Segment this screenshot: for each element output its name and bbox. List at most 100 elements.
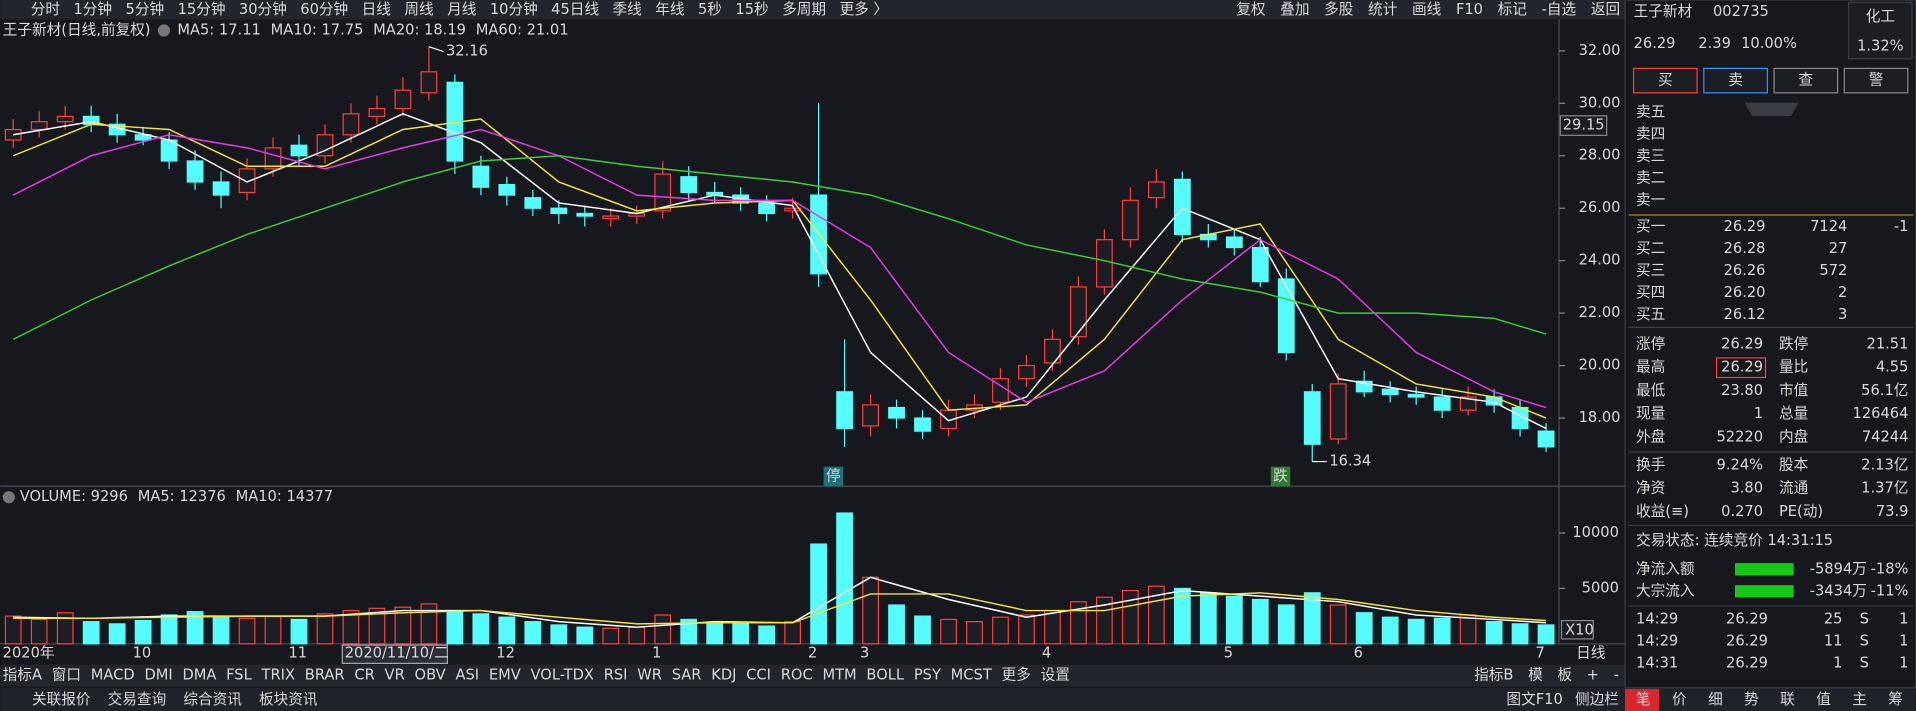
period-tab[interactable]: 分时	[31, 1, 61, 18]
indicator-tab[interactable]: 更多	[1002, 667, 1031, 684]
period-tab[interactable]: 周线	[404, 1, 434, 18]
side-tab[interactable]: 笔	[1636, 691, 1651, 708]
indicator-tab[interactable]: WR	[637, 667, 662, 684]
scale-box	[1560, 619, 1594, 640]
indicator-tab[interactable]: MCST	[951, 667, 992, 684]
period-tab[interactable]: 更多 〉	[839, 1, 888, 18]
indicator-tab[interactable]: ASI	[455, 667, 479, 684]
quote-cell: 1	[1899, 654, 1908, 671]
period-tab[interactable]: 10分钟	[490, 1, 538, 18]
trade-button[interactable]	[1843, 67, 1909, 94]
period-tab[interactable]: 1分钟	[73, 1, 112, 18]
indicator-tab[interactable]: CR	[354, 667, 374, 684]
indicator-tab[interactable]: DMA	[182, 667, 216, 684]
indicator-tab[interactable]: FSL	[226, 667, 252, 684]
side-tab[interactable]: 势	[1744, 691, 1759, 708]
indicator-tab[interactable]: OBV	[415, 667, 446, 684]
candle-body	[1018, 364, 1035, 380]
tool-button[interactable]: 画线	[1412, 1, 1442, 18]
indicator-tab[interactable]: VOL-TDX	[531, 667, 594, 684]
trade-button[interactable]	[1703, 67, 1768, 94]
side-tab[interactable]: 主	[1852, 691, 1867, 708]
indicator-tab[interactable]: CCI	[746, 667, 771, 684]
candle-body	[316, 134, 334, 157]
tool-button[interactable]: 返回	[1591, 1, 1620, 18]
status-tab[interactable]: 侧边栏	[1575, 691, 1619, 708]
candle-body	[914, 417, 931, 432]
indicator-tab[interactable]: PSY	[914, 667, 941, 684]
period-tab[interactable]: 5秒	[698, 1, 722, 18]
legend-icon[interactable]	[157, 24, 171, 37]
ma-line	[12, 155, 1547, 340]
period-tab[interactable]: 5分钟	[126, 1, 165, 18]
candle-body	[602, 215, 620, 220]
period-tab[interactable]: 30分钟	[239, 1, 287, 18]
indicator-tab[interactable]: 指标A	[3, 667, 42, 684]
indicator-tab[interactable]: +	[1587, 667, 1599, 684]
indicator-tab[interactable]: VR	[385, 667, 405, 684]
side-tab[interactable]: 联	[1780, 691, 1795, 708]
period-tab[interactable]: 月线	[447, 1, 477, 18]
status-tab[interactable]: 图文F10	[1506, 691, 1562, 708]
volume-bar	[576, 626, 594, 645]
period-tab[interactable]: 多周期	[782, 1, 826, 18]
indicator-tab[interactable]: BOLL	[866, 667, 904, 684]
indicator-tab[interactable]: RSI	[604, 667, 628, 684]
side-tab[interactable]: 细	[1708, 691, 1723, 708]
trade-button[interactable]	[1773, 67, 1839, 94]
indicator-tab[interactable]: ROC	[781, 667, 813, 684]
period-tab[interactable]: 45日线	[551, 1, 599, 18]
indicator-tab[interactable]: DMI	[144, 667, 172, 684]
indicator-tab[interactable]: 窗口	[52, 666, 81, 684]
collapse-tab[interactable]	[1744, 102, 1799, 117]
period-tab[interactable]: 15分钟	[178, 1, 226, 18]
status-tab[interactable]: 关联报价	[32, 691, 91, 708]
quote-cell: -1	[1894, 218, 1909, 235]
period-tab[interactable]: 年线	[655, 1, 685, 18]
volume-bar	[1407, 618, 1425, 645]
indicator-tab[interactable]: -	[1614, 667, 1619, 684]
tool-button[interactable]: 标记	[1498, 1, 1528, 18]
candle-body	[368, 107, 386, 118]
quote-cell: 外盘	[1636, 427, 1665, 445]
indicator-tab[interactable]: KDJ	[711, 667, 736, 684]
drop-tag: 跌	[1273, 467, 1288, 484]
trade-button[interactable]	[1632, 67, 1698, 94]
trade-button-label[interactable]: 查	[1799, 72, 1814, 89]
quote-cell: 量比	[1779, 359, 1808, 376]
trade-button-label[interactable]: 买	[1658, 72, 1673, 89]
tool-button[interactable]: 统计	[1368, 1, 1398, 18]
trade-button-label[interactable]: 卖	[1728, 72, 1743, 89]
legend-icon[interactable]	[2, 491, 15, 504]
period-tab[interactable]: 季线	[613, 1, 643, 18]
trade-button-label[interactable]: 警	[1869, 72, 1884, 89]
tool-button[interactable]: F10	[1456, 1, 1483, 18]
indicator-tab[interactable]: 板	[1557, 666, 1572, 684]
period-tab[interactable]: 60分钟	[300, 1, 348, 18]
tool-button[interactable]: 多股	[1324, 1, 1354, 18]
side-tab[interactable]: 价	[1672, 691, 1687, 708]
indicator-tab[interactable]: BRAR	[305, 667, 345, 684]
indicator-tab[interactable]: TRIX	[261, 667, 295, 684]
tool-button[interactable]: 复权	[1236, 0, 1266, 18]
indicator-tab[interactable]: EMV	[489, 667, 521, 684]
indicator-tab[interactable]: MACD	[91, 667, 135, 684]
status-tab[interactable]: 板块资讯	[259, 690, 318, 708]
indicator-tab[interactable]: 指标B	[1474, 667, 1513, 684]
indicator-tab[interactable]: 模	[1528, 667, 1543, 684]
sector[interactable]: 化工	[1866, 8, 1895, 25]
indicator-tab[interactable]: SAR	[672, 667, 702, 684]
status-tab[interactable]: 交易查询	[108, 690, 167, 708]
indicator-tab[interactable]: MTM	[822, 667, 856, 684]
tool-button[interactable]: 叠加	[1280, 1, 1309, 18]
side-tab[interactable]: 筹	[1888, 691, 1903, 708]
volume-bar	[108, 623, 126, 645]
period-tab[interactable]: 日线	[362, 1, 392, 18]
tool-button[interactable]: -自选	[1542, 1, 1577, 18]
indicator-tab[interactable]: 设置	[1041, 667, 1070, 684]
period-tab[interactable]: 15秒	[735, 1, 768, 18]
status-tab[interactable]: 综合资讯	[183, 691, 242, 708]
cursor-price-box	[1559, 115, 1608, 136]
side-tab[interactable]: 值	[1816, 691, 1831, 708]
candle-body	[1537, 430, 1555, 448]
